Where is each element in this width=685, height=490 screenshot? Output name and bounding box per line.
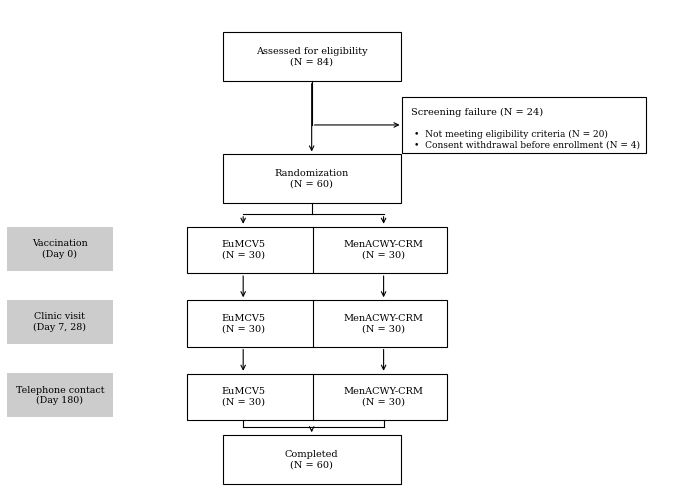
Bar xyxy=(223,435,401,484)
Bar xyxy=(7,227,113,271)
Text: MenACWY-CRM
(N = 30): MenACWY-CRM (N = 30) xyxy=(344,240,423,260)
Text: •  Not meeting eligibility criteria (N = 20)
•  Consent withdrawal before enroll: • Not meeting eligibility criteria (N = … xyxy=(414,130,640,149)
Bar xyxy=(402,97,645,153)
Bar xyxy=(7,300,113,344)
Text: Screening failure (N = 24): Screening failure (N = 24) xyxy=(411,108,543,117)
Bar xyxy=(223,32,401,81)
Bar xyxy=(186,373,447,420)
Text: Telephone contact
(Day 180): Telephone contact (Day 180) xyxy=(16,386,104,405)
Text: MenACWY-CRM
(N = 30): MenACWY-CRM (N = 30) xyxy=(344,314,423,333)
Text: Randomization
(N = 60): Randomization (N = 60) xyxy=(275,169,349,189)
Bar xyxy=(186,300,447,347)
Bar xyxy=(223,154,401,203)
Bar xyxy=(186,226,447,273)
Text: EuMCV5
(N = 30): EuMCV5 (N = 30) xyxy=(221,240,265,260)
Text: MenACWY-CRM
(N = 30): MenACWY-CRM (N = 30) xyxy=(344,387,423,407)
Text: EuMCV5
(N = 30): EuMCV5 (N = 30) xyxy=(221,387,265,407)
Text: Completed
(N = 60): Completed (N = 60) xyxy=(285,450,338,469)
Text: Assessed for eligibility
(N = 84): Assessed for eligibility (N = 84) xyxy=(256,47,367,66)
Text: Vaccination
(Day 0): Vaccination (Day 0) xyxy=(32,239,88,259)
Bar xyxy=(7,373,113,417)
Text: EuMCV5
(N = 30): EuMCV5 (N = 30) xyxy=(221,314,265,333)
Text: Clinic visit
(Day 7, 28): Clinic visit (Day 7, 28) xyxy=(34,312,86,332)
